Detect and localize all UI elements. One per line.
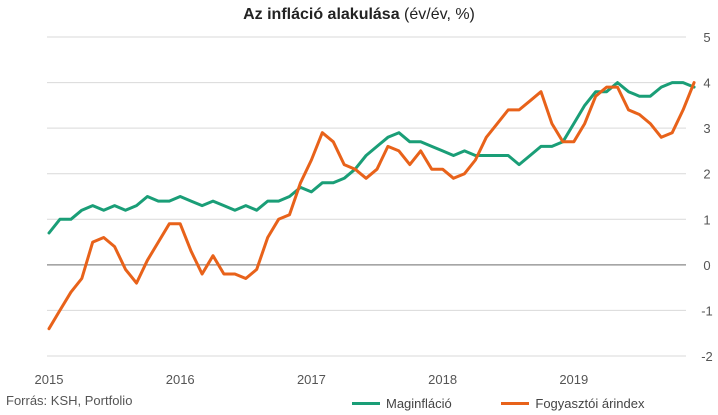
- series-line-fogyasztoi-arindex: [47, 81, 696, 331]
- y-tick-label: -2: [701, 349, 713, 364]
- legend-label-fogyasztoi-arindex: Fogyasztói árindex: [535, 396, 645, 411]
- series-line-maginflacio: [47, 81, 696, 235]
- x-tick-label: 2015: [35, 372, 64, 387]
- source-note: Forrás: KSH, Portfolio: [6, 393, 133, 408]
- legend-label-maginflacio: Maginfláció: [386, 396, 452, 411]
- chart-legend: Maginfláció Fogyasztói árindex: [352, 393, 691, 411]
- legend-swatch-fogyasztoi-arindex: [501, 402, 530, 405]
- y-tick-label: 5: [703, 30, 710, 45]
- y-tick-label: 0: [703, 258, 710, 273]
- chart-title-unit: (év/év, %): [399, 6, 475, 23]
- legend-item-fogyasztoi-arindex: Fogyasztói árindex: [501, 396, 645, 411]
- x-tick-label: 2018: [428, 372, 457, 387]
- x-tick-label: 2019: [559, 372, 588, 387]
- line-chart: 5 4 3 2 1 0 -1 -2 2015 2016 2017 2018 2019: [35, 30, 713, 387]
- y-tick-label: 2: [703, 167, 710, 182]
- y-tick-label: 1: [703, 212, 710, 227]
- x-tick-label: 2016: [166, 372, 195, 387]
- y-tick-label: 3: [703, 121, 710, 136]
- chart-title: Az infláció alakulása (év/év, %): [0, 6, 718, 24]
- x-tick-label: 2017: [297, 372, 326, 387]
- legend-swatch-maginflacio: [352, 402, 380, 405]
- legend-item-maginflacio: Maginfláció: [352, 396, 452, 411]
- y-tick-label: 4: [703, 76, 710, 91]
- chart-title-main: Az infláció alakulása: [243, 6, 400, 23]
- y-tick-label: -1: [701, 303, 713, 318]
